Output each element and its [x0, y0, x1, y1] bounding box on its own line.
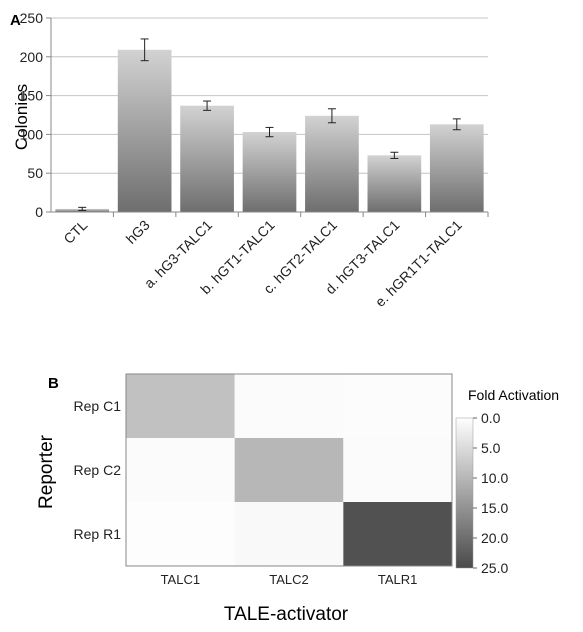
panel-a-y-ticks: 0 50 100 150 200 250: [20, 10, 52, 220]
x-tick-label: CTL: [60, 217, 90, 247]
panel-b-y-axis-label: Reporter: [36, 434, 57, 509]
panel-b-label: B: [48, 375, 59, 392]
row-label: Rep C1: [74, 398, 122, 414]
y-tick-label: 50: [27, 165, 43, 181]
y-tick-label: 200: [20, 49, 44, 65]
panel-a-error-bars: [78, 38, 461, 211]
panel-b-row-labels: Rep C1 Rep C2 Rep R1: [74, 398, 122, 542]
x-tick-label: hG3: [123, 217, 153, 247]
heatmap-cell: [234, 374, 344, 438]
colorbar-title: Fold Activation: [468, 387, 559, 403]
heatmap-cell: [234, 438, 344, 502]
bar: [180, 105, 234, 212]
colorbar-tick-label: 15.0: [481, 500, 508, 516]
column-label: TALC1: [161, 572, 201, 587]
colorbar-tick-label: 20.0: [481, 530, 508, 546]
heatmap-cell: [343, 438, 452, 502]
bar: [367, 155, 422, 212]
column-label: TALC2: [269, 572, 309, 587]
panel-a-bars: [55, 49, 484, 212]
heatmap-cell: [234, 502, 344, 566]
heatmap-cell: [343, 374, 452, 438]
panel-a-y-axis-label: Colonies: [12, 84, 31, 150]
panel-b-heatmap-border: [125, 373, 453, 567]
panel-b-column-labels: TALC1 TALC2 TALR1: [161, 572, 418, 587]
panel-a-label: A: [10, 12, 21, 29]
y-tick-label: 150: [20, 88, 44, 104]
colorbar-tick-label: 5.0: [481, 440, 501, 456]
bar: [117, 49, 172, 212]
panel-b-heatmap-cells: [126, 374, 452, 566]
colorbar: [455, 417, 474, 569]
colorbar-tick-label: 25.0: [481, 560, 508, 576]
bar: [429, 124, 484, 212]
colorbar-tick-label: 0.0: [481, 410, 501, 426]
y-tick-label: 250: [20, 10, 44, 26]
heatmap-cell: [126, 374, 235, 438]
heatmap-cell: [126, 502, 235, 566]
colorbar-ticks: 0.0 5.0 10.0 15.0 20.0 25.0: [473, 410, 508, 576]
colorbar-tick-label: 10.0: [481, 470, 508, 486]
panel-b-x-axis-label: TALE-activator: [224, 604, 349, 625]
row-label: Rep C2: [74, 462, 122, 478]
heatmap-cell: [343, 502, 452, 566]
row-label: Rep R1: [74, 526, 122, 542]
bar: [242, 132, 297, 212]
heatmap-cell: [126, 438, 235, 502]
bar: [305, 115, 359, 212]
column-label: TALR1: [378, 572, 418, 587]
y-tick-label: 0: [35, 204, 43, 220]
y-tick-label: 100: [20, 126, 44, 142]
